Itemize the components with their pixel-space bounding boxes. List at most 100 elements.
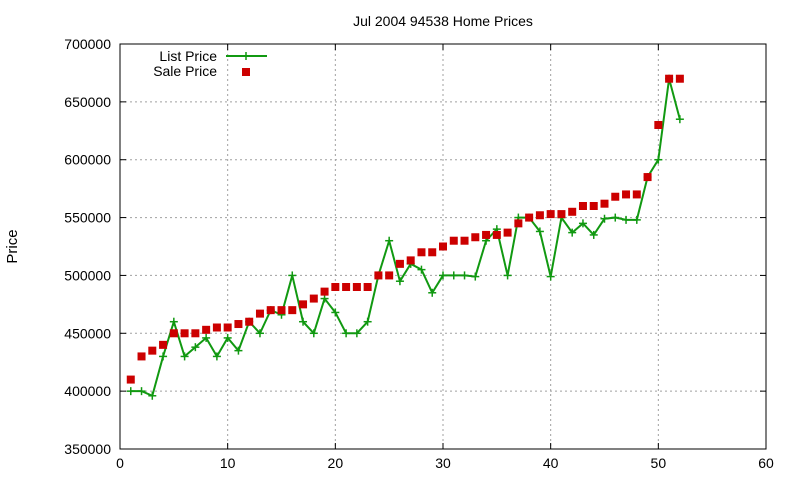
- list-price-point: [675, 115, 684, 124]
- list-price-point: [503, 271, 512, 280]
- sale-price-point: [492, 230, 501, 239]
- legend-label-list-price: List Price: [159, 48, 217, 64]
- sale-price-point: [352, 283, 361, 291]
- legend-label-sale-price: Sale Price: [153, 63, 217, 79]
- sale-price-point: [578, 202, 587, 210]
- list-price-point: [191, 343, 200, 352]
- sale-price-point: [503, 228, 512, 237]
- list-price-point: [309, 329, 318, 338]
- sale-price-point: [385, 271, 394, 280]
- list-price-point: [449, 271, 458, 280]
- list-price-point: [234, 346, 243, 355]
- sale-price-point: [632, 190, 641, 199]
- sale-price-point: [395, 259, 404, 268]
- sale-price-point: [482, 230, 491, 239]
- sale-price-point: [169, 329, 178, 338]
- sale-price-point: [622, 190, 631, 199]
- x-tick-label: 20: [328, 455, 344, 471]
- x-tick-label: 10: [220, 455, 236, 471]
- list-price-point: [126, 387, 135, 396]
- chart-title: Jul 2004 94538 Home Prices: [353, 13, 533, 29]
- sale-price-point: [277, 306, 286, 315]
- list-price-point: [654, 155, 663, 164]
- sale-price-point: [374, 271, 383, 280]
- y-tick-label: 350000: [64, 441, 111, 457]
- list-price-point: [632, 215, 641, 224]
- sale-price-point: [137, 352, 146, 361]
- axis-ticks: 0 10 20 30 40 50 60 350000 400000 450000 500000 550…: [64, 36, 774, 471]
- sale-price-point: [331, 283, 340, 291]
- list-price-point: [471, 272, 480, 281]
- list-price-point: [299, 317, 308, 326]
- sale-price-point: [363, 283, 372, 291]
- list-price-point: [622, 215, 631, 224]
- list-price-point: [180, 352, 189, 361]
- sale-price-point: [665, 74, 674, 83]
- y-tick-label: 500000: [64, 267, 111, 283]
- list-price-point: [288, 271, 297, 280]
- list-price-point: [148, 391, 157, 400]
- sale-price-point: [255, 309, 264, 318]
- legend: List Price Sale Price: [153, 48, 267, 79]
- y-tick-label: 450000: [64, 325, 111, 341]
- x-tick-label: 60: [758, 455, 774, 471]
- sale-price-point: [460, 236, 469, 245]
- sale-price-point: [471, 233, 480, 242]
- y-tick-label: 600000: [64, 152, 111, 168]
- sale-price-point: [406, 256, 415, 265]
- x-tick-label: 0: [116, 455, 124, 471]
- sale-price-point: [126, 375, 135, 384]
- series: [126, 74, 684, 400]
- sale-price-point: [234, 320, 243, 329]
- list-price-point: [202, 333, 211, 342]
- sale-price-point: [643, 173, 652, 182]
- list-price-point: [568, 228, 577, 237]
- legend-marker-list-price: [242, 52, 250, 60]
- series-sale-price: [126, 74, 684, 384]
- y-tick-label: 400000: [64, 383, 111, 399]
- sale-price-point: [159, 340, 168, 349]
- list-price-point: [255, 329, 264, 338]
- list-price-point: [385, 236, 394, 245]
- list-price-point: [417, 265, 426, 274]
- list-price-point: [363, 317, 372, 326]
- sale-price-point: [417, 248, 426, 257]
- sale-price-point: [568, 207, 577, 216]
- list-price-point: [460, 271, 469, 280]
- sale-price-point: [600, 199, 609, 208]
- list-price-point: [137, 387, 146, 396]
- sale-price-point: [320, 287, 329, 296]
- list-price-line: [130, 78, 681, 398]
- list-price-point: [600, 214, 609, 223]
- list-price-point: [428, 288, 437, 297]
- sale-price-point: [428, 248, 437, 257]
- list-price-point: [159, 352, 168, 361]
- legend-marker-sale-price: [242, 68, 250, 76]
- y-tick-label: 550000: [64, 210, 111, 226]
- sale-price-point: [589, 202, 598, 210]
- sale-price-point: [191, 329, 200, 338]
- list-price-point: [395, 277, 404, 286]
- sale-price-point: [514, 219, 523, 228]
- sale-price-point: [535, 211, 544, 220]
- sale-price-point: [148, 346, 157, 355]
- sale-price-point: [299, 300, 308, 309]
- x-tick-label: 40: [543, 455, 559, 471]
- list-price-point: [578, 219, 587, 228]
- sale-price-point: [245, 317, 254, 326]
- list-price-point: [342, 329, 351, 338]
- sale-price-point: [611, 192, 620, 201]
- sale-price-point: [212, 323, 221, 332]
- sale-price-point: [309, 294, 318, 303]
- sale-price-point: [449, 236, 458, 245]
- sale-price-point: [525, 213, 534, 222]
- list-price-point: [611, 213, 620, 222]
- y-axis-label: Price: [4, 229, 21, 263]
- list-price-point: [223, 333, 232, 342]
- sale-price-point: [202, 325, 211, 334]
- series-list-price: [126, 74, 684, 400]
- sale-price-point: [288, 306, 297, 315]
- sale-price-point: [557, 210, 566, 219]
- list-price-point: [439, 271, 447, 280]
